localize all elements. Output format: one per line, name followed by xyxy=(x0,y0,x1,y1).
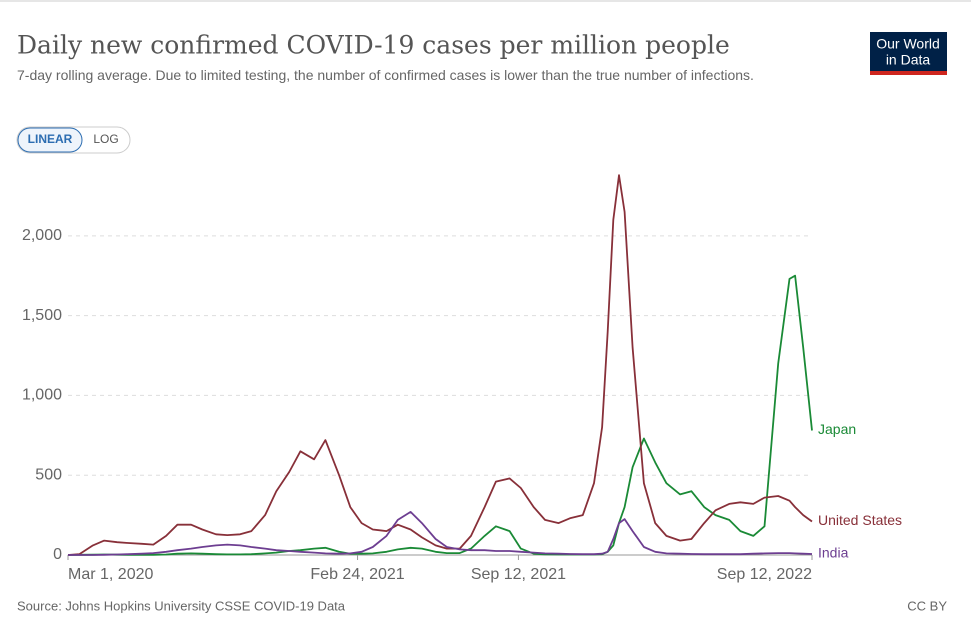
series-line xyxy=(68,511,813,556)
logo-underline xyxy=(870,71,947,75)
y-tick-label: 2,000 xyxy=(22,227,62,244)
logo-text: in Data xyxy=(886,52,931,68)
subtitle-box: 7-day rolling average. Due to limited te… xyxy=(17,67,754,83)
y-tick-label: 500 xyxy=(35,466,62,483)
series-line xyxy=(67,174,813,556)
y-tick-label: 1,500 xyxy=(22,307,62,324)
series-line xyxy=(67,274,813,556)
legend-label: United States xyxy=(818,512,902,528)
logo-text: Our World xyxy=(876,36,940,52)
chart-subtitle: 7-day rolling average. Due to limited te… xyxy=(17,67,754,83)
x-tick-label: Sep 12, 2022 xyxy=(717,566,812,583)
y-tick-label: 0 xyxy=(53,546,62,563)
license: CC BY xyxy=(907,598,947,613)
linear-button[interactable] xyxy=(17,127,83,153)
source: Source: Johns Hopkins University CSSE CO… xyxy=(17,598,346,613)
chart-title: Daily new confirmed COVID-19 cases per m… xyxy=(17,31,730,60)
x-tick-label: Sep 12, 2021 xyxy=(471,566,566,583)
x-tick-label: Feb 24, 2021 xyxy=(310,566,404,583)
logo-box[interactable] xyxy=(870,32,947,72)
legend-label: India xyxy=(818,545,849,561)
x-tick-label: Mar 1, 2020 xyxy=(68,566,153,583)
y-tick-label: 1,000 xyxy=(22,387,62,404)
linear-label[interactable]: LINEAR xyxy=(28,132,73,146)
legend-label: Japan xyxy=(818,421,856,437)
log-label[interactable]: LOG xyxy=(93,132,118,146)
